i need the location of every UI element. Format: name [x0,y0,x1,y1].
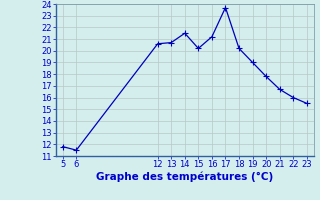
X-axis label: Graphe des températures (°C): Graphe des températures (°C) [96,172,273,182]
